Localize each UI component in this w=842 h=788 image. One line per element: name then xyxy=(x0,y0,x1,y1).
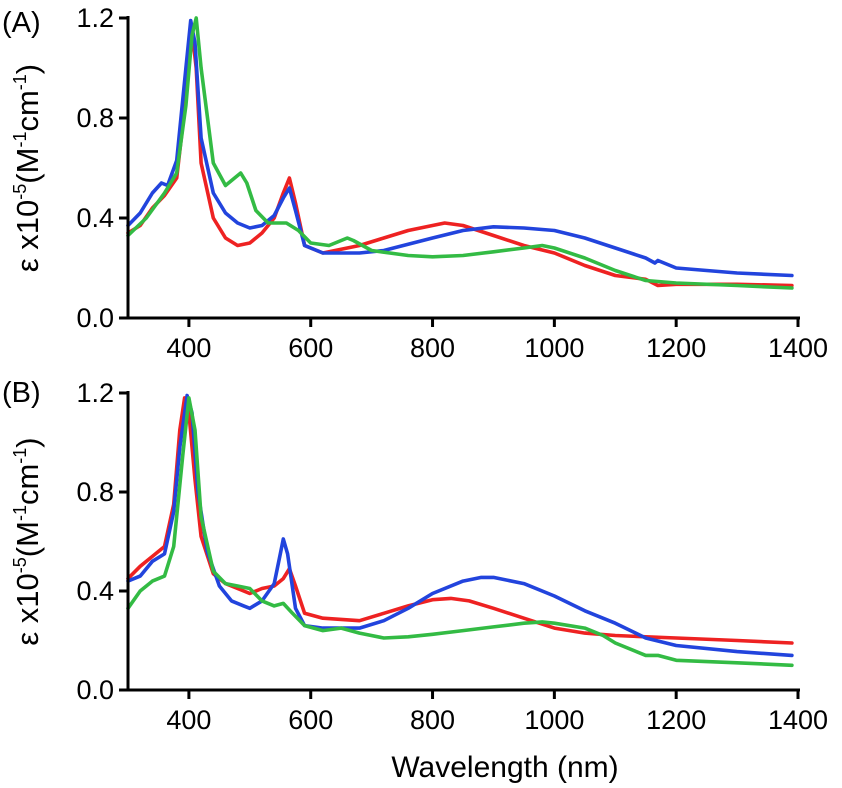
x-tick-label: 1400 xyxy=(768,333,828,363)
y-axis-title: ε x10-5(M-1cm-1) xyxy=(10,437,45,645)
panel-a: 0.0 0.4 0.8 1.2 400 600 800 1000 1200 1400 (A) ε x1… xyxy=(2,3,828,363)
y-tick-label: 0.0 xyxy=(76,675,114,705)
y-axis-title: ε x10-5(M-1cm-1) xyxy=(10,64,45,272)
y-tick-label: 1.2 xyxy=(76,3,114,33)
x-tick-label: 1200 xyxy=(646,705,706,735)
x-tick-label: 1000 xyxy=(524,705,584,735)
blue-series-line xyxy=(126,18,794,278)
x-tick-label: 800 xyxy=(410,705,455,735)
x-tick-label: 400 xyxy=(166,705,211,735)
y-tick-label: 0.8 xyxy=(76,477,114,507)
x-tick-label: 400 xyxy=(166,333,211,363)
blue-series-line xyxy=(126,393,794,658)
red-series-line xyxy=(126,396,794,645)
y-tick-label: 0.8 xyxy=(76,103,114,133)
x-axis-title: Wavelength (nm) xyxy=(391,751,618,784)
panel-label: (B) xyxy=(2,377,41,409)
x-tick-label: 600 xyxy=(288,705,333,735)
red-series-line xyxy=(126,28,794,288)
y-tick-label: 1.2 xyxy=(76,378,114,408)
y-tick-label: 0.4 xyxy=(76,203,114,233)
x-tick-label: 1400 xyxy=(768,705,828,735)
green-series-line xyxy=(126,396,794,668)
x-tick-label: 800 xyxy=(410,333,455,363)
x-tick-label: 1200 xyxy=(646,333,706,363)
x-tick-label: 1000 xyxy=(524,333,584,363)
panel-label: (A) xyxy=(2,7,41,39)
x-tick-label: 600 xyxy=(288,333,333,363)
y-tick-label: 0.0 xyxy=(76,303,114,333)
y-tick-label: 0.4 xyxy=(76,576,114,606)
panel-b: 0.0 0.4 0.8 1.2 400 600 800 1000 1200 1400 (B) ε x1… xyxy=(2,377,828,735)
green-series-line xyxy=(126,16,794,290)
